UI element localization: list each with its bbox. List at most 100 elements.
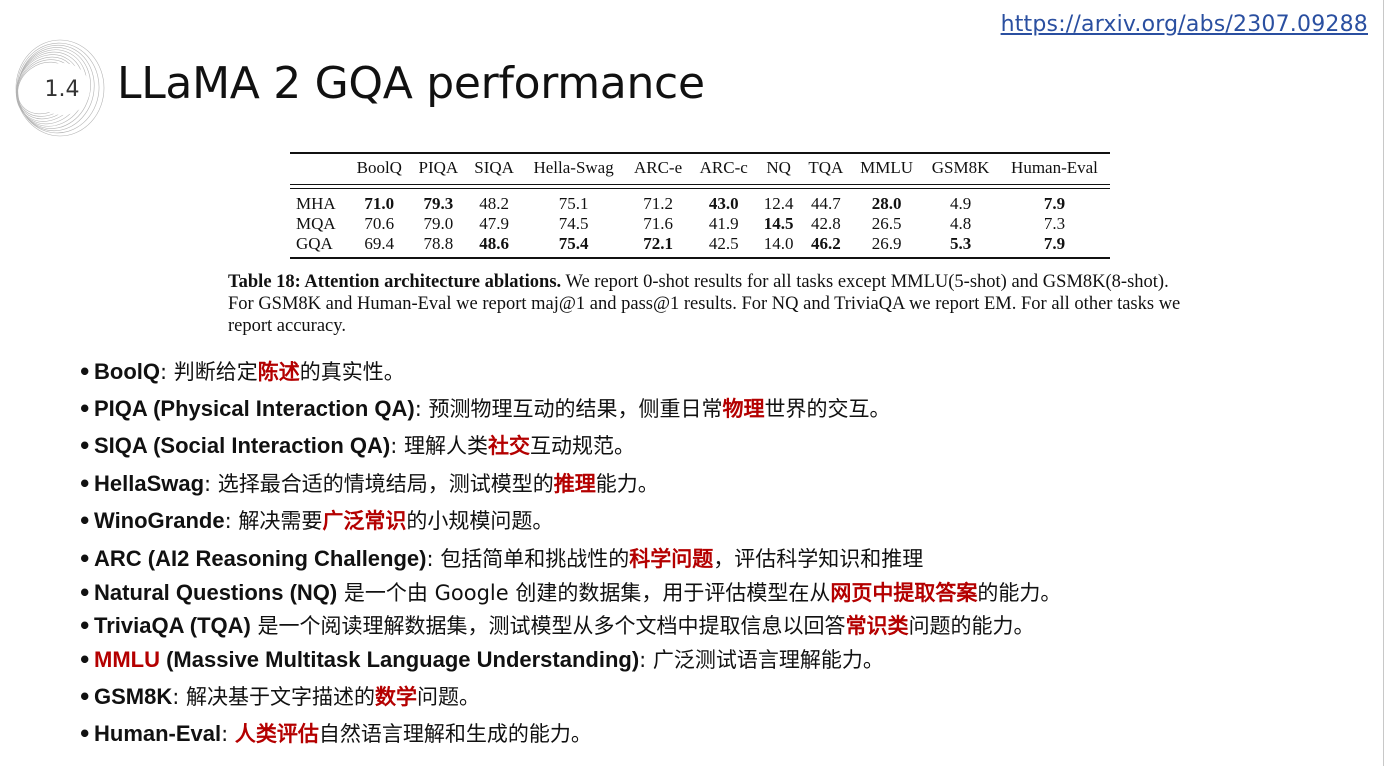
table-header-row: BoolQ PIQA SIQA Hella-Swag ARC-e ARC-c NQ TQA MM… [290, 152, 1110, 185]
benchmark-item: • Human-Eval: 人类评估自然语言理解和生成的能力。 [78, 719, 592, 749]
column-header: PIQA [410, 152, 467, 185]
table-cell: 42.8 [810, 214, 841, 233]
description-text: 的能力。 [977, 581, 1062, 605]
table-cell: 47.9 [479, 214, 509, 233]
bullet-dot-icon: • [78, 547, 92, 571]
description-text: : 解决需要 [224, 509, 323, 533]
section-number: 1.4 [34, 63, 90, 115]
table-cell: 70.6 [364, 214, 395, 233]
caption-label: Table 18: Attention architecture ablatio… [228, 272, 562, 292]
table-row: MHA 71.0 79.3 48.2 75.1 71.2 43.0 12.4 44.7 28.0 4… [290, 189, 1110, 215]
bullet-dot-icon: • [78, 685, 92, 709]
description-text: 的真实性。 [299, 360, 405, 384]
benchmark-item: • BoolQ: 判断给定陈述的真实性。 [78, 357, 405, 387]
table-cell: 79.3 [423, 194, 454, 213]
description-text: 世界的交互。 [764, 397, 891, 421]
bullet-dot-icon: • [78, 434, 92, 458]
highlight-text: 广泛常识 [322, 509, 407, 533]
benchmark-item: • SIQA (Social Interaction QA): 理解人类社交互动规… [78, 431, 635, 461]
table-row: GQA 69.4 78.8 48.6 75.4 72.1 42.5 14.0 46.2 26.9 5… [290, 234, 1110, 259]
benchmark-item: • TriviaQA (TQA) 是一个阅读理解数据集，测试模型从多个文档中提取信… [78, 611, 1035, 641]
page-edge-line [1383, 0, 1384, 766]
column-header: ARC-e [625, 152, 691, 185]
table-cell: 46.2 [800, 234, 851, 259]
table-cell: 43.0 [708, 194, 739, 213]
slide-title: LLaMA 2 GQA performance [117, 58, 705, 109]
row-label: MQA [296, 214, 336, 233]
description-text: : 包括简单和挑战性的 [426, 547, 630, 571]
table-cell: 7.9 [998, 234, 1110, 259]
column-header: BoolQ [348, 152, 411, 185]
benchmark-item: • HellaSwag: 选择最合适的情境结局，测试模型的推理能力。 [78, 469, 659, 499]
description-text: : [221, 722, 235, 746]
description-text: : 判断给定 [160, 360, 258, 384]
description-text: ，评估科学知识和推理 [713, 547, 924, 571]
highlight-text: 科学问题 [629, 547, 714, 571]
bullet-dot-icon: • [78, 722, 92, 746]
table-cell: 75.1 [558, 194, 589, 213]
table-cell: 48.6 [466, 234, 522, 259]
benchmark-item: • ARC (AI2 Reasoning Challenge): 包括简单和挑战性… [78, 544, 923, 574]
table-cell: 42.5 [690, 234, 757, 259]
column-header: NQ [756, 152, 801, 185]
table-cell: 69.4 [348, 234, 411, 259]
table-cell: 14.0 [756, 234, 801, 259]
table-cell: 14.5 [763, 214, 794, 233]
column-header: Human-Eval [998, 152, 1110, 185]
table-cell: 44.7 [810, 194, 841, 213]
benchmark-name: TriviaQA (TQA) [94, 613, 251, 638]
description-text: 自然语言理解和生成的能力。 [318, 722, 592, 746]
description-text: 的小规模问题。 [406, 509, 554, 533]
description-text: 问题的能力。 [908, 614, 1035, 638]
highlight-text: 推理 [553, 472, 596, 496]
highlight-text: 人类评估 [234, 722, 319, 746]
description-text: 互动规范。 [530, 434, 635, 458]
header-blank [290, 152, 349, 185]
table-cell: 78.8 [410, 234, 467, 259]
benchmark-item: • GSM8K: 解决基于文字描述的数学问题。 [78, 682, 480, 712]
description-text: 能力。 [595, 472, 659, 496]
benchmark-name: Natural Questions (NQ) [94, 580, 338, 605]
table-cell: 7.9 [1043, 194, 1066, 213]
table-cell: 4.8 [949, 214, 972, 233]
table-body: MHA 71.0 79.3 48.2 75.1 71.2 43.0 12.4 44.7 28.0 4… [290, 189, 1110, 259]
table-cell: 71.0 [364, 194, 395, 213]
bullet-dot-icon: • [78, 648, 92, 672]
benchmark-name: HellaSwag [94, 471, 205, 496]
description-text: 是一个阅读理解数据集，测试模型从多个文档中提取信息以回答 [250, 614, 846, 638]
benchmark-item: • PIQA (Physical Interaction QA): 预测物理互动的… [78, 394, 890, 424]
table-cell: 28.0 [871, 194, 902, 213]
table-cell: 74.5 [558, 214, 589, 233]
column-header: GSM8K [922, 152, 999, 185]
table-cell: 7.3 [1043, 214, 1066, 233]
table-cell: 12.4 [763, 194, 794, 213]
description-text: 是一个由 Google 创建的数据集，用于评估模型在从 [337, 581, 831, 605]
table-cell: 71.6 [643, 214, 673, 233]
column-header: ARC-c [690, 152, 757, 185]
description-text: : 选择最合适的情境结局，测试模型的 [204, 472, 554, 496]
row-label: MHA [296, 194, 336, 213]
benchmark-name: GSM8K [94, 684, 173, 709]
table-cell: 71.2 [643, 194, 673, 213]
description-text: : 广泛测试语言理解能力。 [639, 648, 884, 672]
column-header: Hella-Swag [521, 152, 626, 185]
description-text: : 预测物理互动的结果，侧重日常 [414, 397, 723, 421]
row-label: GQA [290, 234, 349, 259]
benchmark-item: • WinoGrande: 解决需要广泛常识的小规模问题。 [78, 506, 553, 536]
benchmark-name: Human-Eval [94, 721, 222, 746]
benchmark-name: PIQA (Physical Interaction QA) [94, 396, 415, 421]
table-cell: 79.0 [423, 214, 454, 233]
highlight-text: 物理 [722, 397, 765, 421]
column-header: MMLU [850, 152, 923, 185]
benchmark-name: SIQA (Social Interaction QA) [94, 433, 391, 458]
benchmark-name: BoolQ [94, 359, 160, 384]
column-header: TQA [800, 152, 851, 185]
bullet-dot-icon: • [78, 614, 92, 638]
description-text: 问题。 [417, 685, 480, 709]
ablation-table: BoolQ PIQA SIQA Hella-Swag ARC-e ARC-c NQ TQA MM… [290, 152, 1110, 259]
arxiv-link[interactable]: https://arxiv.org/abs/2307.09288 [1000, 12, 1368, 37]
table-cell: 75.4 [521, 234, 626, 259]
bullet-dot-icon: • [78, 360, 92, 384]
benchmark-name: MMLU [94, 647, 160, 672]
benchmark-name-expansion: (Massive Multitask Language Understandin… [159, 647, 640, 672]
